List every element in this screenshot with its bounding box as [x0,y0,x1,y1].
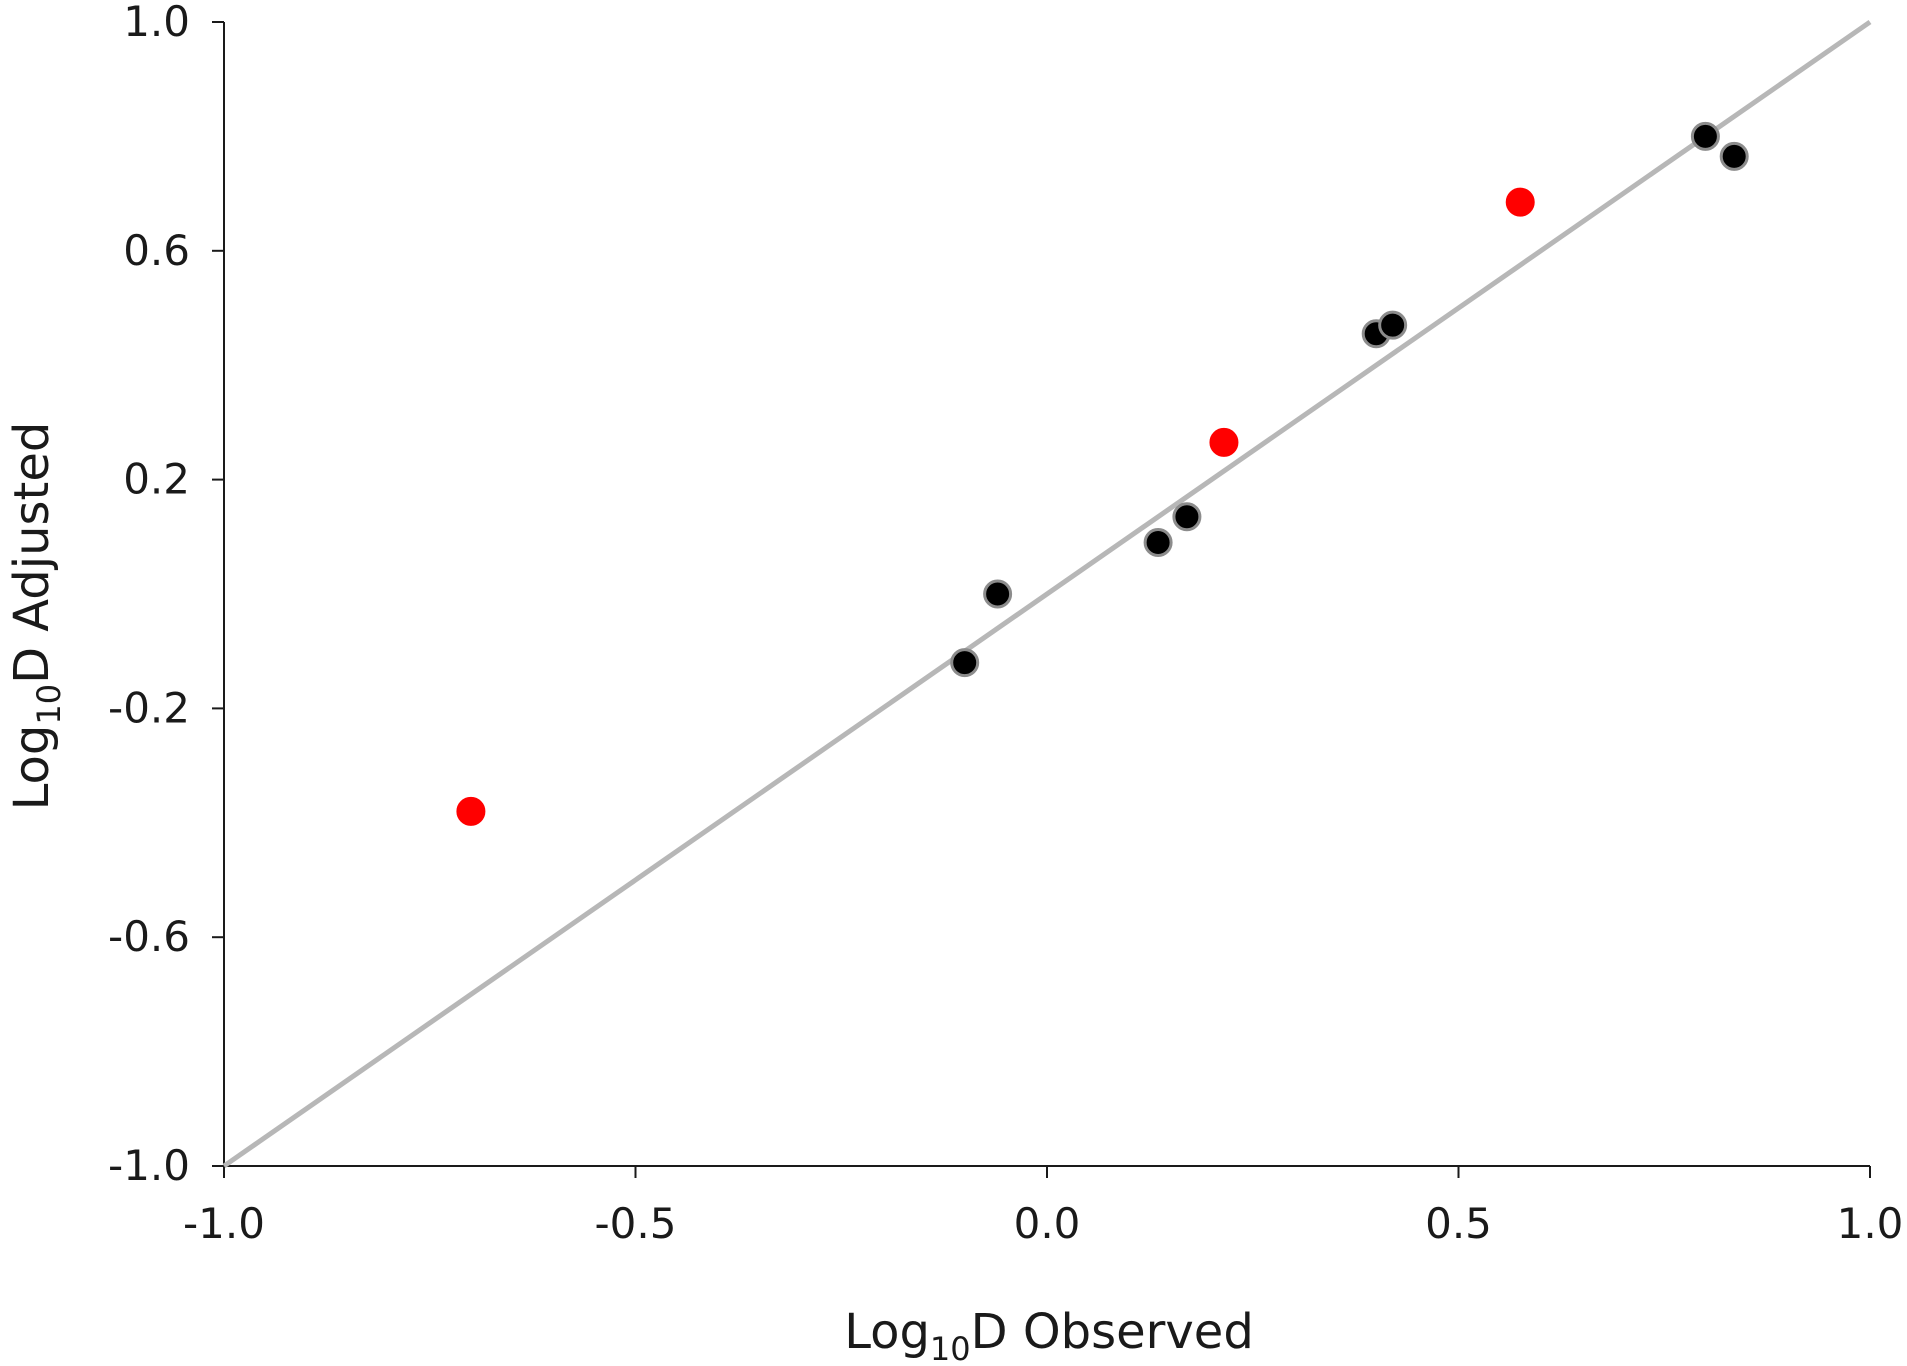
x-tick-label: 1.0 [1837,1199,1904,1248]
data-point-series-1 [1172,502,1202,532]
x-axis-title-base: Log [844,1304,930,1360]
y-tick-label: 0.2 [123,455,190,504]
y-ticks: -1.0 -0.6 -0.2 0.2 0.6 1.0 [108,0,224,1190]
y-axis-title-base: Log [4,725,60,811]
x-axis-title-subscript: 10 [930,1330,971,1366]
x-axis-title: Log10D Observed [844,1304,1254,1366]
x-tick-label: -1.0 [183,1199,265,1248]
y-axis-title: Log10D Adjusted [4,422,68,811]
data-point-series-1 [1690,121,1720,151]
data-point-series-1 [983,579,1013,609]
x-tick-label: 0.0 [1014,1199,1081,1248]
x-axis-title-rest: D Observed [971,1304,1254,1360]
data-point-series-2 [1505,187,1535,217]
y-tick-label: -1.0 [108,1141,190,1190]
data-point-series-1 [1143,528,1173,558]
y-tick-label: 1.0 [123,0,190,46]
data-point-series-2 [1209,427,1239,457]
data-point-series-1 [1378,310,1408,340]
y-tick-label: 0.6 [123,226,190,275]
x-tick-label: -0.5 [595,1199,677,1248]
data-point-series-1 [1719,141,1749,171]
x-tick-label: 0.5 [1425,1199,1492,1248]
y-tick-label: -0.6 [108,912,190,961]
y-axis-title-subscript: 10 [30,684,68,725]
data-point-series-2 [456,796,486,826]
y-axis-title-rest: D Adjusted [4,422,60,684]
data-points [456,121,1749,826]
data-point-series-1 [950,648,980,678]
y-tick-label: -0.2 [108,683,190,732]
reference-line [222,19,1872,1169]
x-ticks: -1.0 -0.5 0.0 0.5 1.0 [183,1166,1903,1248]
